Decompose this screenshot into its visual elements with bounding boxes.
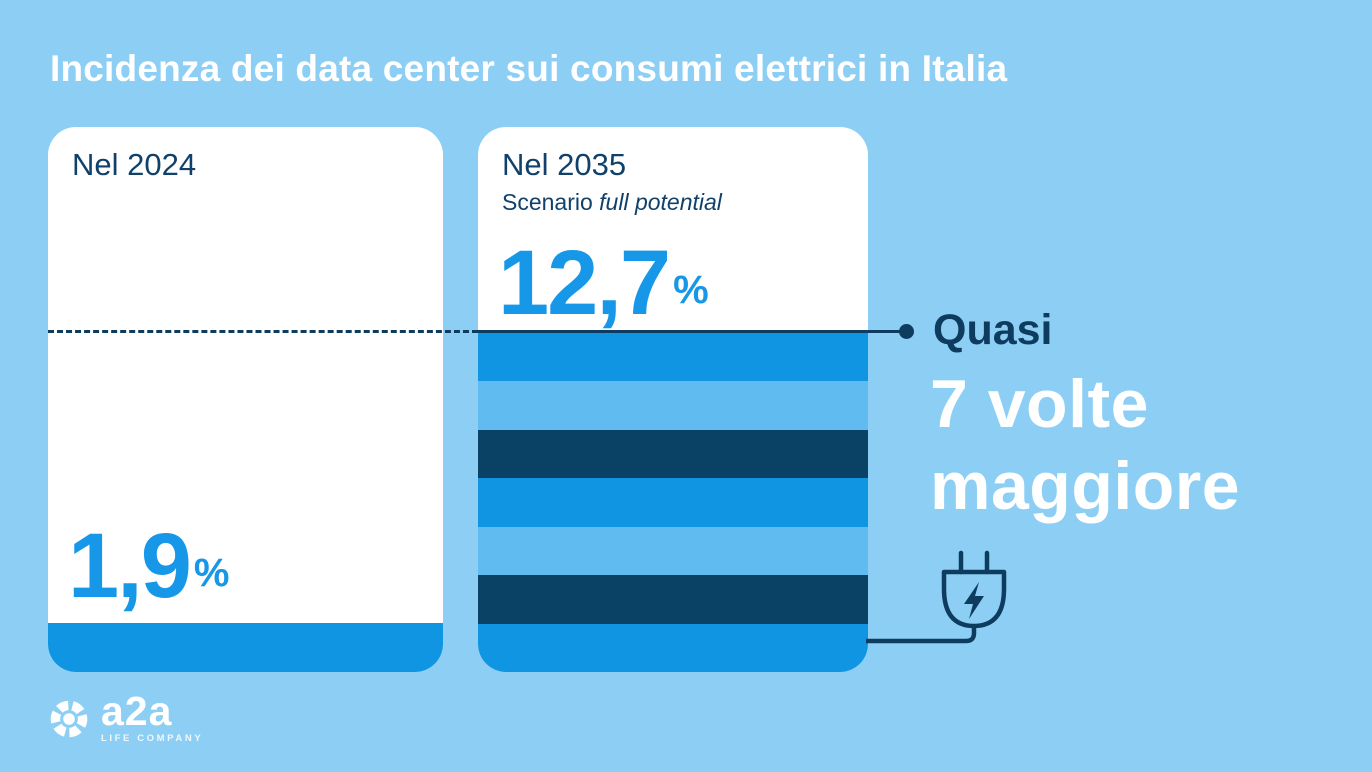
logo-tagline: LIFE COMPANY xyxy=(101,732,204,744)
stripe xyxy=(478,333,868,382)
power-plug-icon xyxy=(860,545,1020,655)
reference-line-solid xyxy=(478,330,907,333)
page-title: Incidenza dei data center sui consumi el… xyxy=(50,48,1008,89)
callout-emphasis-line2: maggiore xyxy=(930,447,1241,524)
stripe xyxy=(478,429,868,479)
card-2035-sublabel-regular: Scenario xyxy=(502,189,600,215)
card-2024: Nel 2024 1,9% xyxy=(48,127,443,672)
bar-2024 xyxy=(48,623,443,672)
card-2035: Nel 2035 Scenario full potential 12,7% xyxy=(478,127,868,672)
plug-body xyxy=(941,569,1007,629)
callout-emphasis: 7 volte maggiore xyxy=(930,364,1240,527)
callout-emphasis-line1: 7 volte xyxy=(930,366,1149,442)
card-2035-label: Nel 2035 xyxy=(502,147,627,182)
reference-line-dot xyxy=(899,324,914,339)
stripe xyxy=(478,478,868,527)
plug-wire xyxy=(866,626,977,644)
stripe xyxy=(478,381,868,430)
stripe-stack xyxy=(478,333,868,672)
card-2035-value-number: 12,7 xyxy=(498,232,671,334)
card-2035-value: 12,7% xyxy=(498,237,709,329)
a2a-logo: a2a LIFE COMPANY xyxy=(46,688,204,744)
logo-name: a2a xyxy=(101,688,173,734)
card-2035-sublabel-italic: full potential xyxy=(599,189,722,215)
stripe xyxy=(478,526,868,576)
card-2035-sublabel: Scenario full potential xyxy=(502,189,722,216)
logo-text-block: a2a LIFE COMPANY xyxy=(101,688,204,744)
reference-line-dashed xyxy=(48,330,478,333)
card-2024-label: Nel 2024 xyxy=(72,147,197,182)
card-2035-value-unit: % xyxy=(673,268,709,312)
stripe xyxy=(478,575,868,624)
stripe xyxy=(478,623,868,672)
a2a-sphere-icon xyxy=(50,700,88,738)
callout-lead: Quasi xyxy=(933,306,1053,354)
lightning-bolt-icon xyxy=(964,582,984,619)
card-2024-value: 1,9% xyxy=(68,520,229,612)
card-2024-value-number: 1,9 xyxy=(68,515,192,617)
card-2024-value-unit: % xyxy=(193,551,230,595)
